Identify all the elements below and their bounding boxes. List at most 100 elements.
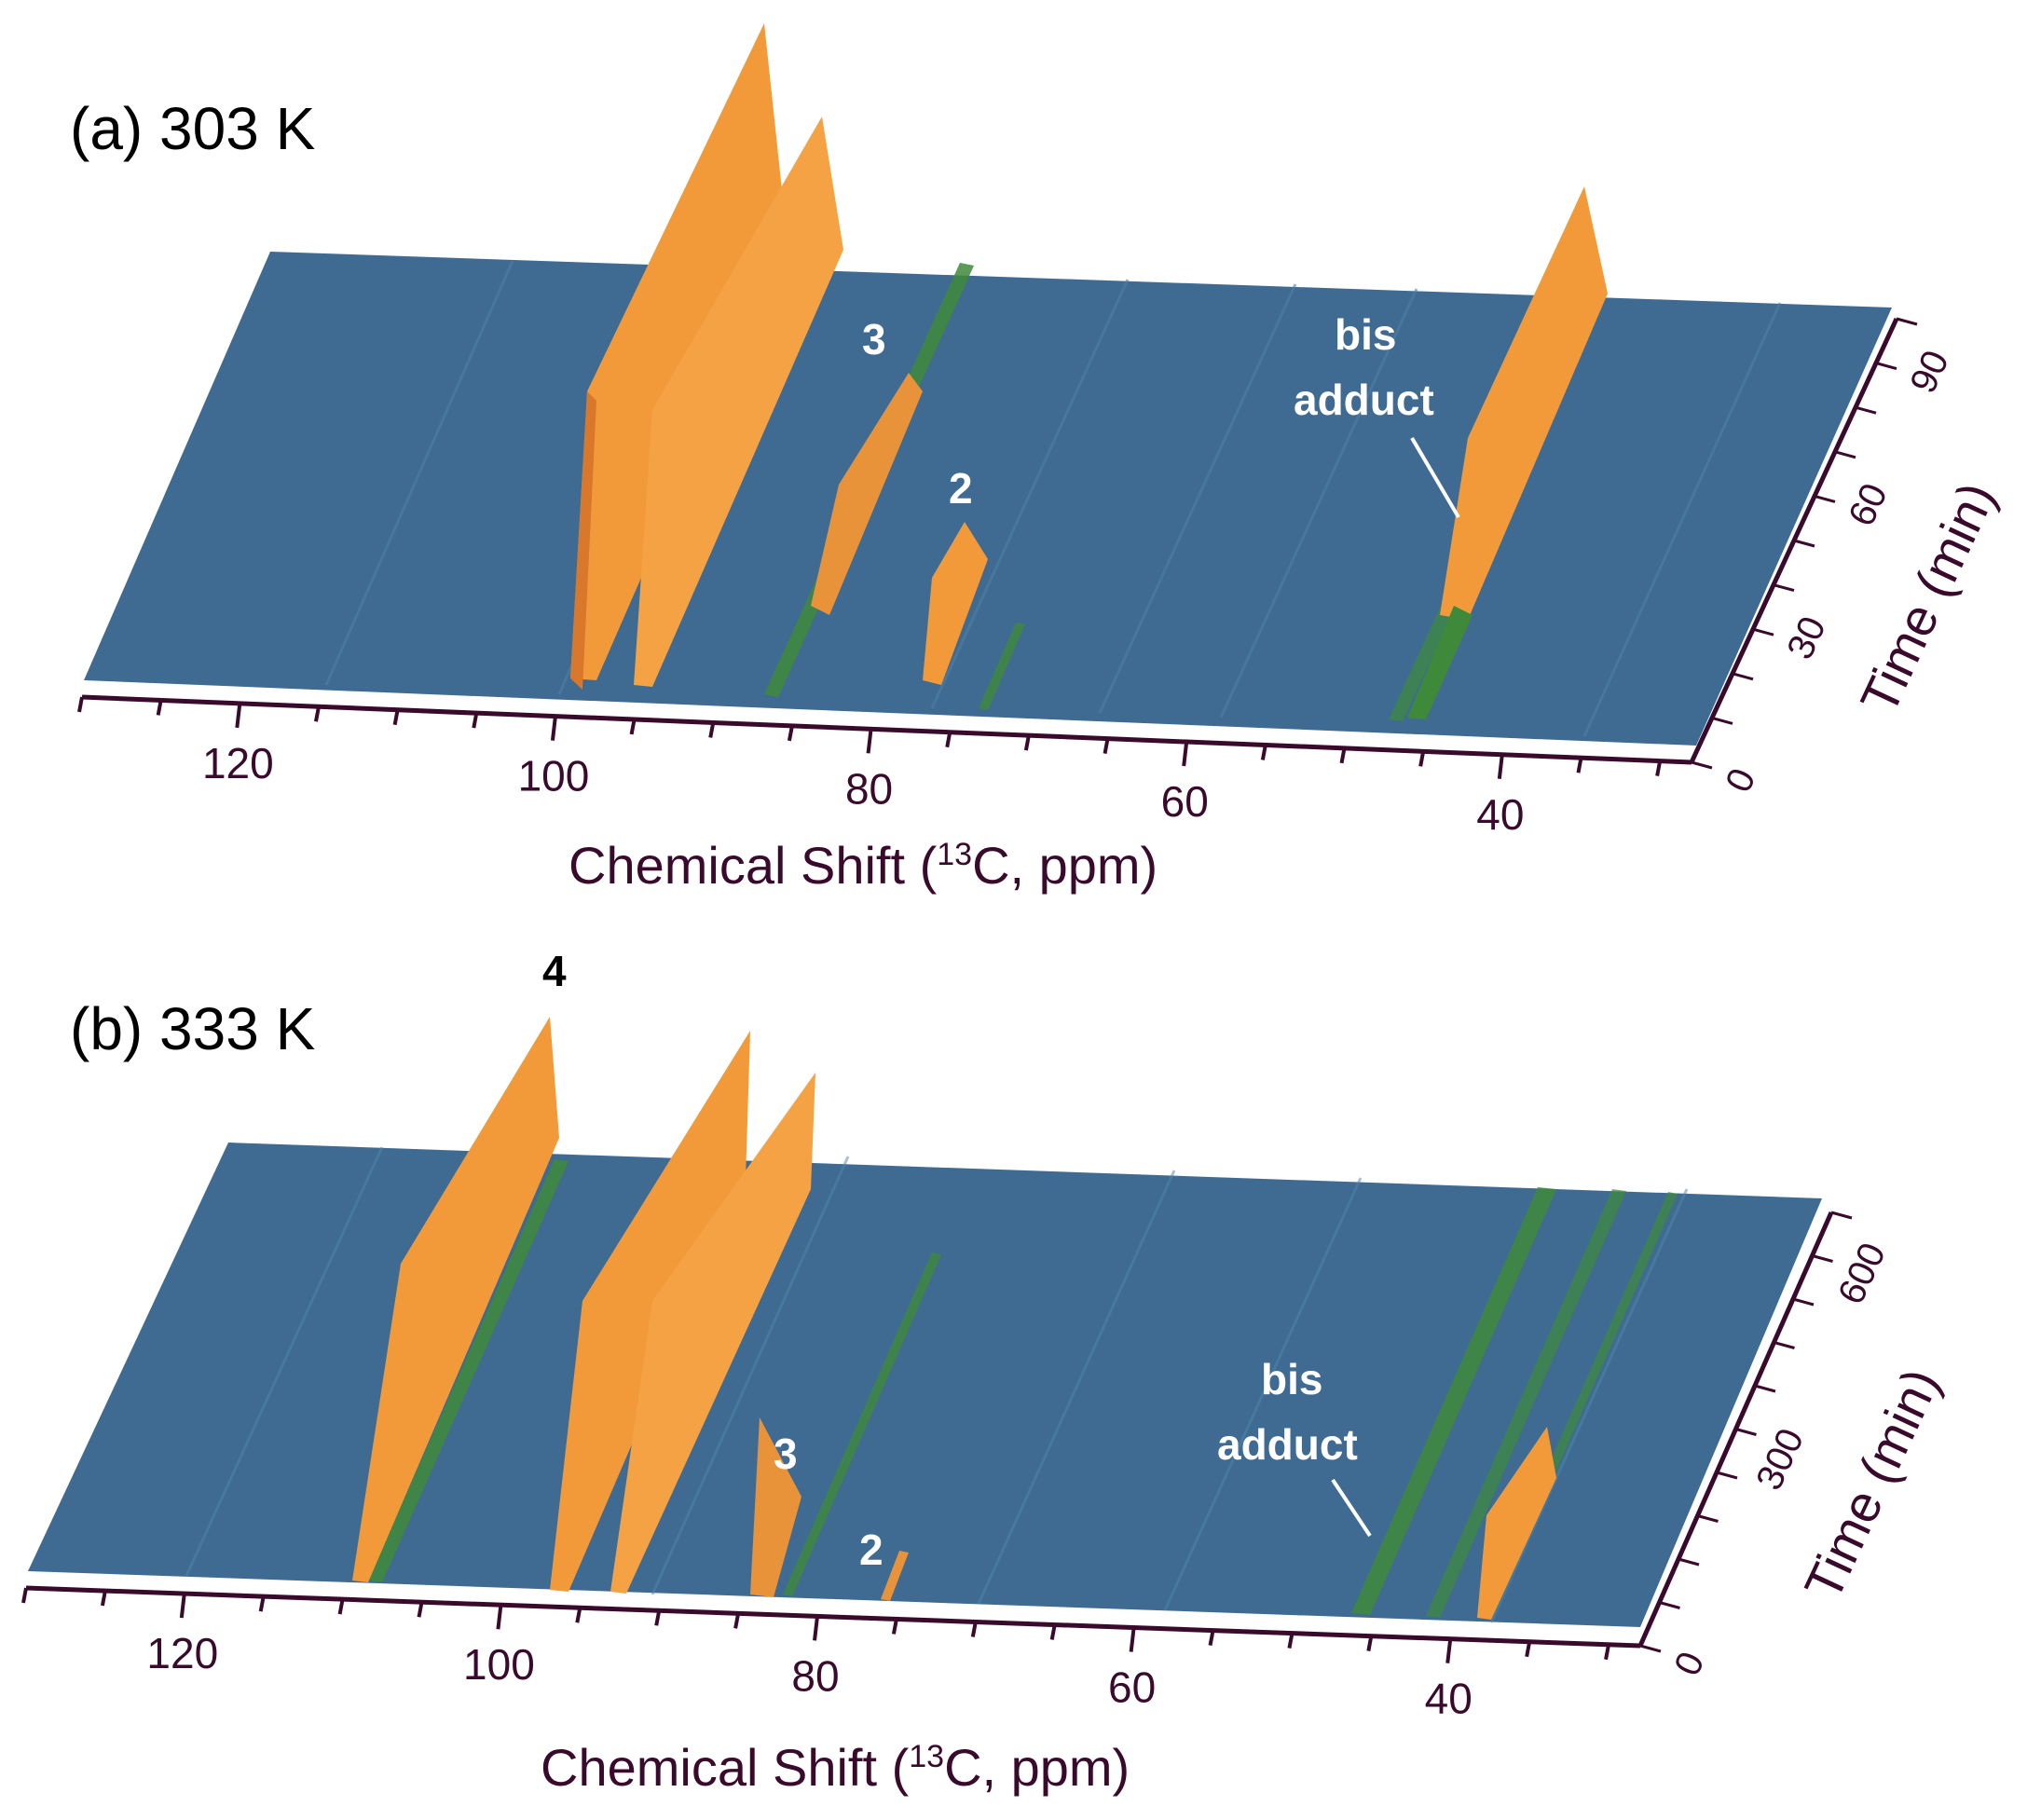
annotation-2: 2: [859, 1526, 884, 1574]
x-tick-major: [550, 716, 557, 741]
x-tick-minor: [314, 705, 321, 722]
annotation-4: 4: [542, 947, 567, 995]
time-tick: [1812, 1254, 1833, 1263]
peak-73ppm: [923, 522, 988, 685]
annotation-3: 3: [862, 315, 886, 363]
annotation-bis: bis: [1335, 310, 1396, 359]
x-tick-minor: [1604, 1644, 1611, 1661]
time-tick-label: 30: [1779, 610, 1834, 665]
x-tick-major: [1497, 754, 1504, 779]
x-tick-minor: [970, 1622, 978, 1637]
x-tick-minor: [21, 1587, 28, 1604]
panel-b: (b) 333 K 4 3 2 bis adduct: [0, 910, 2041, 1819]
time-tick: [1774, 1341, 1795, 1349]
x-tick-minor: [1208, 1630, 1215, 1646]
time-tick: [1752, 627, 1774, 636]
peak-76ppm: [881, 1551, 909, 1601]
x-tick-minor: [708, 722, 716, 738]
time-tick-label: 90: [1902, 344, 1957, 399]
panel-title: (a) 303 K: [70, 95, 315, 162]
x-tick-minor: [1103, 738, 1110, 754]
x-tick-minor: [945, 732, 952, 748]
x-tick-minor: [1366, 1635, 1374, 1652]
x-tick-major: [1182, 741, 1189, 767]
x-tick-minor: [1049, 1624, 1057, 1640]
x-tick-label: 100: [518, 752, 590, 801]
x-tick-minor: [1023, 734, 1031, 751]
x-tick-minor: [787, 725, 794, 742]
annotation-adduct: adduct: [1217, 1420, 1358, 1469]
x-tick-minor: [77, 696, 84, 713]
time-ticks: [1691, 317, 1918, 770]
peak-ridges: [570, 23, 1608, 719]
x-tick-minor: [1287, 1633, 1294, 1649]
peak-45ppm: [1440, 186, 1608, 620]
panel-title: (b) 333 K: [70, 995, 315, 1062]
time-tick: [1773, 583, 1795, 593]
x-tick-label: 120: [202, 739, 274, 787]
x-tick-minor: [1339, 747, 1347, 764]
x-tick-major: [813, 1616, 820, 1641]
time-tick-label: 600: [1830, 1237, 1894, 1310]
time-tick: [1855, 405, 1877, 415]
x-axis-line: [25, 1585, 1641, 1649]
x-tick-major: [179, 1593, 186, 1619]
x-tick-minor: [891, 1619, 898, 1635]
x-tick-major: [235, 703, 242, 729]
x-tick-minor: [1260, 745, 1267, 760]
x-tick-label: 120: [146, 1629, 218, 1677]
time-tick: [1754, 1384, 1776, 1393]
x-tick-major: [1129, 1627, 1136, 1652]
peak-85ppm: [750, 1417, 801, 1597]
x-tick-minor: [575, 1607, 582, 1623]
x-ticks: [77, 696, 1663, 779]
time-tick: [1814, 494, 1836, 503]
x-tick-minor: [337, 1598, 345, 1615]
x-tick-minor: [1655, 760, 1663, 776]
x-tick-major: [1445, 1638, 1453, 1663]
time-tick-label: 0: [1666, 1646, 1712, 1682]
peak-38ppm: [1477, 1427, 1556, 1620]
time-tick-label: 0: [1718, 762, 1763, 799]
time-tick: [1691, 760, 1713, 770]
x-tick-minor: [100, 1590, 107, 1607]
x-axis-label: Chemical Shift (13C, ppm): [568, 836, 1157, 895]
x-tick-minor: [417, 1601, 424, 1618]
time-tick: [1793, 539, 1815, 548]
x-tick-minor: [733, 1612, 741, 1629]
annotation-leader: [1331, 1478, 1372, 1538]
x-tick-labels: 120 100 80 60 40: [146, 1629, 1472, 1723]
peak-97ppm: [570, 23, 788, 680]
time-ticks: [1639, 1211, 1853, 1653]
chart-a: (a) 303 K 3 2: [70, 23, 2007, 895]
x-axis-label: Chemical Shift (13C, ppm): [541, 1738, 1130, 1797]
x-tick-labels: 120 100 80 60 40: [202, 739, 1524, 839]
time-tick: [1697, 1514, 1719, 1523]
time-tick: [1896, 317, 1918, 326]
x-tick-minor: [1525, 1641, 1532, 1658]
annotation-leader: [1410, 436, 1460, 519]
annotation-2: 2: [949, 464, 973, 513]
x-tick-label: 60: [1108, 1663, 1156, 1712]
x-tick-label: 80: [845, 764, 893, 813]
peak-110ppm: [352, 1017, 559, 1582]
annotation-bis: bis: [1261, 1355, 1322, 1403]
x-tick-label: 40: [1476, 790, 1524, 839]
peak-92ppm: [610, 1073, 815, 1594]
x-tick-minor: [156, 700, 163, 716]
peak-97ppm-shade: [570, 391, 596, 690]
time-tick-label: 60: [1841, 477, 1896, 532]
time-tick: [1711, 716, 1733, 725]
time-tick: [1716, 1471, 1738, 1480]
x-tick-label: 40: [1425, 1675, 1473, 1723]
x-tick-minor: [1576, 757, 1583, 773]
x-tick-major: [496, 1605, 503, 1630]
time-tick: [1678, 1557, 1700, 1567]
time-tick: [1875, 362, 1897, 371]
peak-80ppm: [811, 373, 923, 615]
annotation-adduct: adduct: [1294, 376, 1434, 424]
x-tick-major: [866, 729, 873, 754]
spectrum-surface: [28, 1143, 1822, 1627]
peak-45ppm-shade: [1407, 606, 1473, 719]
x-tick-minor: [654, 1609, 662, 1626]
